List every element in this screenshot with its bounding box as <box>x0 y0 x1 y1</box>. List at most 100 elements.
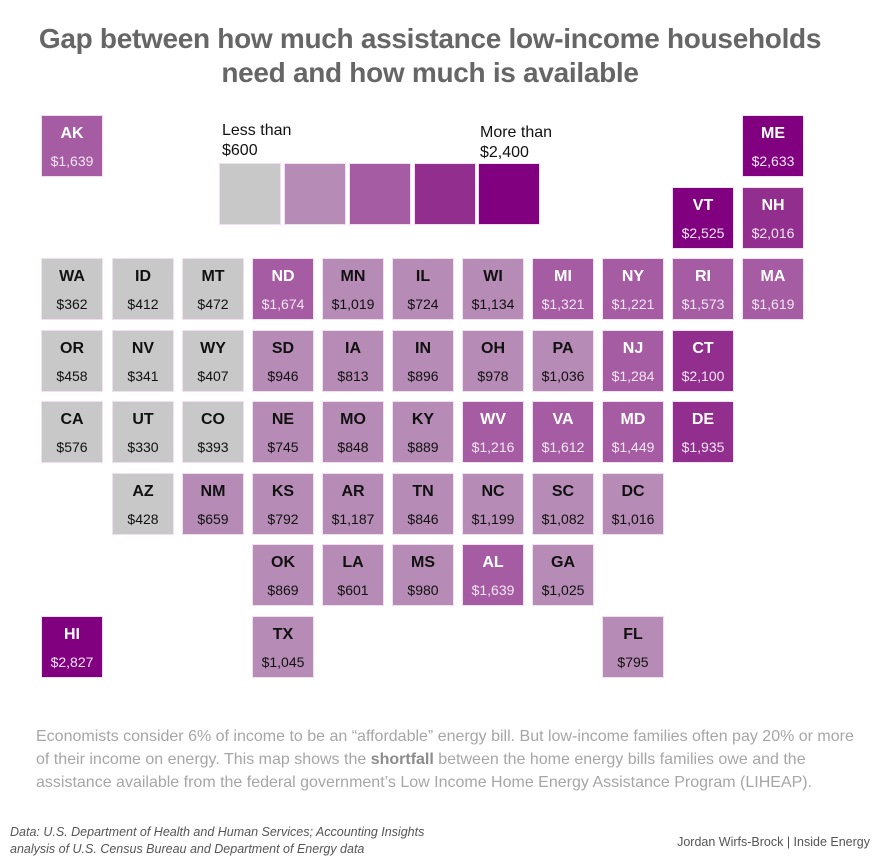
state-abbr: HI <box>64 626 80 643</box>
state-tile-co: CO $393 <box>182 401 244 463</box>
legend-swatch <box>349 163 411 225</box>
state-abbr: IN <box>415 340 431 357</box>
state-abbr: CA <box>60 411 84 428</box>
chart-title-line-2: need and how much is available <box>221 57 639 88</box>
state-value: $869 <box>267 582 299 598</box>
state-abbr: VA <box>552 411 574 428</box>
state-tile-ia: IA $813 <box>322 330 384 392</box>
state-value: $1,449 <box>611 439 655 455</box>
legend-low-line-1: Less than <box>222 122 292 139</box>
state-value: $2,827 <box>50 654 94 670</box>
state-value: $393 <box>197 439 229 455</box>
state-abbr: ND <box>271 268 295 285</box>
state-tile-ar: AR $1,187 <box>322 473 384 535</box>
state-abbr: RI <box>695 268 711 285</box>
state-value: $745 <box>267 439 299 455</box>
state-tile-nm: NM $659 <box>182 473 244 535</box>
state-value: $792 <box>267 511 299 527</box>
state-tile-pa: PA $1,036 <box>532 330 594 392</box>
state-value: $659 <box>197 511 229 527</box>
state-value: $407 <box>197 368 229 384</box>
state-abbr: TX <box>272 626 294 643</box>
state-tile-mt: MT $472 <box>182 258 244 320</box>
state-abbr: ME <box>761 125 785 142</box>
state-value: $1,221 <box>611 296 655 312</box>
state-tile-ri: RI $1,573 <box>672 258 734 320</box>
state-tile-wi: WI $1,134 <box>462 258 524 320</box>
state-tile-nd: ND $1,674 <box>252 258 314 320</box>
legend-swatch <box>284 163 346 225</box>
state-tile-ms: MS $980 <box>392 544 454 606</box>
legend-high-line-2: $2,400 <box>480 144 529 161</box>
state-value: $1,216 <box>471 439 515 455</box>
state-tile-md: MD $1,449 <box>602 401 664 463</box>
state-tile-ok: OK $869 <box>252 544 314 606</box>
state-value: $813 <box>337 368 369 384</box>
state-value: $458 <box>56 368 88 384</box>
state-abbr: SD <box>271 340 295 357</box>
state-abbr: MN <box>340 268 366 285</box>
state-abbr: GA <box>551 554 575 571</box>
state-tile-nj: NJ $1,284 <box>602 330 664 392</box>
state-abbr: NV <box>131 340 155 357</box>
state-abbr: FL <box>623 626 643 643</box>
state-value: $1,019 <box>331 296 375 312</box>
description-text: Economists consider 6% of income to be a… <box>36 728 854 768</box>
state-tile-me: ME $2,633 <box>742 115 804 177</box>
state-value: $428 <box>127 511 159 527</box>
state-tile-mn: MN $1,019 <box>322 258 384 320</box>
state-tile-ct: CT $2,100 <box>672 330 734 392</box>
state-abbr: WA <box>59 268 85 285</box>
state-abbr: KS <box>271 483 295 500</box>
credit: Jordan Wirfs-Brock | Inside Energy <box>677 835 870 849</box>
state-tile-nv: NV $341 <box>112 330 174 392</box>
description-emphasis: shortfall <box>370 751 434 768</box>
state-value: $472 <box>197 296 229 312</box>
state-value: $846 <box>407 511 439 527</box>
state-abbr: MA <box>760 268 786 285</box>
state-value: $1,639 <box>471 582 515 598</box>
state-tile-ak: AK $1,639 <box>41 115 103 177</box>
state-value: $1,639 <box>50 153 94 169</box>
state-value: $1,082 <box>541 511 585 527</box>
state-tile-nh: NH $2,016 <box>742 187 804 249</box>
legend-high-label: More than $2,400 <box>480 123 552 163</box>
state-value: $1,199 <box>471 511 515 527</box>
state-value: $1,134 <box>471 296 515 312</box>
state-value: $1,025 <box>541 582 585 598</box>
state-value: $980 <box>407 582 439 598</box>
state-value: $412 <box>127 296 159 312</box>
state-tile-ca: CA $576 <box>41 401 103 463</box>
state-value: $2,016 <box>751 225 795 241</box>
state-tile-tx: TX $1,045 <box>252 616 314 678</box>
state-value: $601 <box>337 582 369 598</box>
state-tile-ma: MA $1,619 <box>742 258 804 320</box>
state-tile-hi: HI $2,827 <box>41 616 103 678</box>
state-tile-wv: WV $1,216 <box>462 401 524 463</box>
state-value: $1,619 <box>751 296 795 312</box>
state-abbr: NC <box>481 483 505 500</box>
chart-title-line-1: Gap between how much assistance low-inco… <box>38 23 822 54</box>
state-abbr: AR <box>341 483 365 500</box>
legend-high-line-1: More than <box>480 124 553 141</box>
state-tile-in: IN $896 <box>392 330 454 392</box>
state-abbr: WI <box>483 268 503 285</box>
legend-swatch <box>414 163 476 225</box>
state-value: $362 <box>56 296 88 312</box>
state-tile-il: IL $724 <box>392 258 454 320</box>
state-tile-ut: UT $330 <box>112 401 174 463</box>
state-abbr: NH <box>761 197 785 214</box>
state-abbr: MD <box>620 411 646 428</box>
state-abbr: KY <box>411 411 435 428</box>
legend-swatch <box>219 163 281 225</box>
state-abbr: CO <box>201 411 225 428</box>
state-abbr: VT <box>692 197 714 214</box>
state-tile-va: VA $1,612 <box>532 401 594 463</box>
state-tile-sd: SD $946 <box>252 330 314 392</box>
state-value: $946 <box>267 368 299 384</box>
state-abbr: NJ <box>622 340 644 357</box>
state-tile-az: AZ $428 <box>112 473 174 535</box>
state-tile-ne: NE $745 <box>252 401 314 463</box>
state-value: $1,674 <box>261 296 305 312</box>
state-tile-vt: VT $2,525 <box>672 187 734 249</box>
